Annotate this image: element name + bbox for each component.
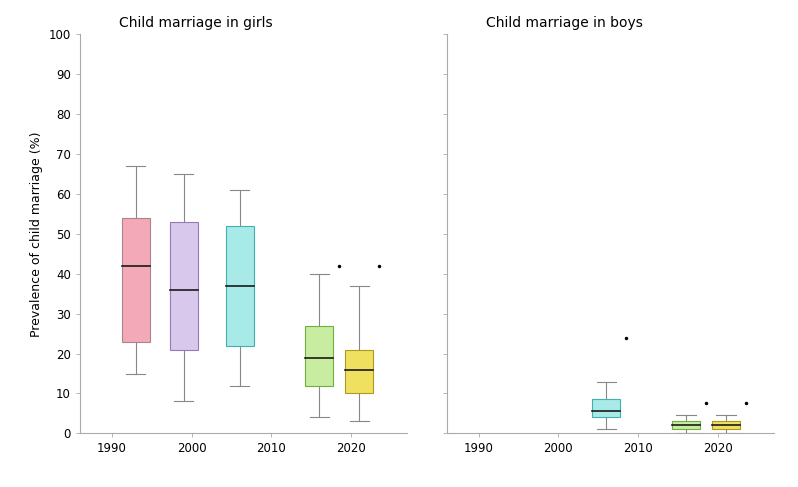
Y-axis label: Prevalence of child marriage (%): Prevalence of child marriage (%) xyxy=(30,131,43,337)
Bar xyxy=(672,421,700,430)
Bar xyxy=(226,226,254,346)
Bar xyxy=(346,350,373,393)
Text: Child marriage in girls: Child marriage in girls xyxy=(119,16,273,30)
Bar xyxy=(306,326,334,386)
Bar xyxy=(592,399,620,417)
Text: Child marriage in boys: Child marriage in boys xyxy=(486,16,642,30)
Bar xyxy=(122,218,150,341)
Bar xyxy=(712,421,740,430)
Legend: NFHS-1 (1993), NFHS-2 (1999), NFHS-3 (2006), NFHS-4 (2016), NFHS-5 (2021): NFHS-1 (1993), NFHS-2 (1999), NFHS-3 (20… xyxy=(465,32,582,138)
Bar xyxy=(170,222,198,350)
